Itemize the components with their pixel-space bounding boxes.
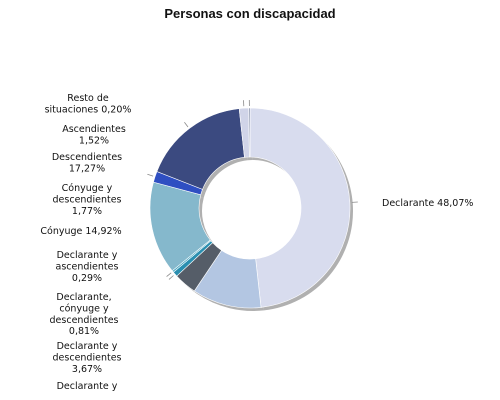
extra-label-1-line: descendientes: [53, 352, 122, 363]
leader-line: [147, 173, 154, 177]
slice-label-1: Declarante 48,07%: [382, 198, 473, 209]
slice-label-8-line: Descendientes: [52, 152, 122, 163]
extra-label-1-line: 3,67%: [72, 364, 102, 375]
slice-label-6-line: Cónyuge 14,92%: [40, 226, 121, 237]
slice-label-9-line: Ascendientes: [62, 124, 126, 135]
slice-label-4-line: 0,81%: [69, 326, 99, 337]
slice-label-4-line: Declarante,: [56, 292, 111, 303]
slice-label-10: Resto de situaciones 0,20%: [45, 93, 132, 115]
slice-label-5: Declarante y ascendientes 0,29%: [56, 250, 119, 284]
slice-label-8: Descendientes 17,27%: [52, 152, 122, 174]
slice-label-4: Declarante, cónyuge y descendientes 0,81%: [50, 292, 119, 337]
slice-label-8-line: 17,27%: [69, 163, 105, 174]
slice-label-5-line: Declarante y: [57, 250, 118, 261]
extra-label-1: Declarante y descendientes 3,67%: [53, 341, 122, 375]
leader-line: [168, 275, 174, 280]
slice-label-9: Ascendientes 1,52%: [62, 124, 126, 146]
slice-label-5-line: 0,29%: [72, 273, 102, 284]
slice-label-10-line: Resto de: [67, 93, 109, 104]
leader-line: [184, 121, 189, 128]
slice-label-10-line: situaciones 0,20%: [45, 104, 132, 115]
slice-label-9-line: 1,52%: [79, 135, 109, 146]
slice-label-7-line: 1,77%: [72, 206, 102, 217]
extra-label-2-line: Declarante y: [57, 381, 118, 392]
slice-label-1-line: Declarante 48,07%: [382, 198, 473, 209]
slice-label-4-line: cónyuge y: [59, 303, 109, 314]
pie-slice-1: [249, 107, 351, 308]
slice-label-7-line: descendientes: [53, 194, 122, 205]
slice-label-7-line: Cónyuge y: [62, 183, 113, 194]
slice-label-6: Cónyuge 14,92%: [40, 226, 121, 237]
extra-label-2: Declarante y: [57, 381, 118, 392]
slice-label-5-line: ascendientes: [56, 261, 119, 272]
pie-slice-10: [248, 107, 251, 158]
leader-line: [166, 272, 172, 277]
extra-label-1-line: Declarante y: [57, 341, 118, 352]
chart-title: Personas con discapacidad: [164, 6, 336, 21]
slice-label-7: Cónyuge y descendientes 1,77%: [53, 183, 122, 217]
slice-label-4-line: descendientes: [50, 315, 119, 326]
